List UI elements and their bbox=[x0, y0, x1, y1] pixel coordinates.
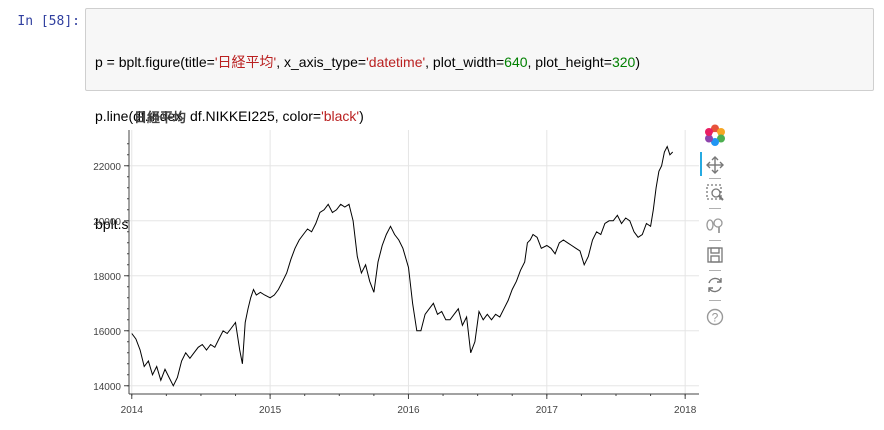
wheel-zoom-icon[interactable] bbox=[704, 214, 726, 236]
y-tick-label: 20000 bbox=[93, 217, 121, 228]
code-line-1: p = bplt.figure(title='日経平均', x_axis_typ… bbox=[95, 54, 641, 70]
box-zoom-icon[interactable] bbox=[704, 182, 726, 204]
toolbar-divider bbox=[709, 300, 721, 301]
x-tick-label: 2015 bbox=[259, 405, 282, 416]
chart-grid bbox=[129, 130, 699, 394]
save-icon[interactable] bbox=[704, 244, 726, 266]
y-tick-label: 18000 bbox=[93, 272, 121, 283]
plot-toolbar: ? bbox=[700, 124, 732, 334]
toolbar-divider bbox=[709, 178, 721, 179]
y-tick-label: 16000 bbox=[93, 327, 121, 338]
x-tick-label: 2016 bbox=[397, 405, 420, 416]
pan-icon[interactable] bbox=[704, 154, 726, 176]
svg-text:?: ? bbox=[712, 311, 719, 325]
y-tick-label: 22000 bbox=[93, 162, 121, 173]
toolbar-divider bbox=[709, 208, 721, 209]
code-cell-input[interactable]: p = bplt.figure(title='日経平均', x_axis_typ… bbox=[85, 8, 874, 232]
toolbar-divider bbox=[709, 240, 721, 241]
code-line-2: p.line(df.index, df.NIKKEI225, color='bl… bbox=[95, 108, 364, 124]
chart-title: 日経平均 bbox=[134, 110, 186, 125]
x-tick-label: 2017 bbox=[536, 405, 559, 416]
plot-area bbox=[129, 130, 699, 394]
x-tick-label: 2018 bbox=[674, 405, 697, 416]
active-tool-indicator bbox=[700, 152, 702, 176]
series-line bbox=[131, 145, 674, 387]
help-icon[interactable]: ? bbox=[704, 306, 726, 328]
reset-icon[interactable] bbox=[704, 274, 726, 296]
x-tick-label: 2014 bbox=[121, 405, 144, 416]
y-tick-label: 14000 bbox=[93, 382, 121, 393]
cell-prompt: In [58]: bbox=[17, 14, 80, 29]
code-editor[interactable]: p = bplt.figure(title='日経平均', x_axis_typ… bbox=[95, 17, 640, 269]
bokeh-logo-icon[interactable] bbox=[704, 124, 726, 146]
toolbar-divider bbox=[709, 270, 721, 271]
chart-axes: 14000 16000 18000 20000 22000 2014 2015 2016 201… bbox=[93, 130, 699, 416]
